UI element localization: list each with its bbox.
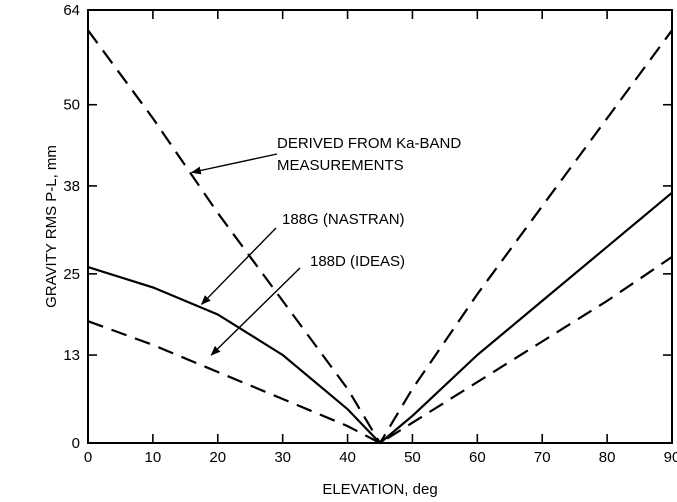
y-axis-title: GRAVITY RMS P-L, mm (43, 145, 60, 308)
annotation-label: 188G (NASTRAN) (282, 211, 405, 228)
annotation-arrow (210, 267, 301, 356)
annotation-label: 188D (IDEAS) (310, 253, 405, 270)
annotation-label: MEASUREMENTS (277, 157, 404, 174)
annotation-label: DERIVED FROM Ka-BAND (277, 135, 461, 152)
y-tick-label: 50 (63, 97, 80, 114)
y-tick-label: 0 (72, 435, 80, 452)
x-axis: 0 10 20 30 40 50 60 70 80 90 (84, 10, 677, 466)
x-tick-label: 90 (664, 449, 677, 466)
y-tick-label: 13 (63, 347, 80, 364)
x-axis-title: ELEVATION, deg (322, 481, 437, 498)
series-line-188g-nastran (87, 191, 673, 445)
annotation-layer: DERIVED FROM Ka-BAND MEASUREMENTS 188G (NA… (190, 135, 461, 356)
x-tick-label: 10 (145, 449, 162, 466)
x-tick-label: 40 (339, 449, 356, 466)
series-line-188d-ideas (87, 255, 673, 445)
y-tick-label: 25 (63, 266, 80, 283)
series-layer (87, 29, 673, 445)
y-axis: 0 13 25 38 50 64 (63, 2, 672, 452)
y-tick-label: 64 (63, 2, 80, 19)
annotation-arrow (190, 153, 278, 175)
annotation-arrow (200, 227, 277, 306)
x-tick-label: 80 (599, 449, 616, 466)
x-tick-label: 60 (469, 449, 486, 466)
x-tick-label: 20 (209, 449, 226, 466)
x-tick-label: 30 (274, 449, 291, 466)
x-tick-label: 70 (534, 449, 551, 466)
y-tick-label: 38 (63, 178, 80, 195)
x-tick-label: 0 (84, 449, 92, 466)
series-line-derived-from-ka-band-measurements (87, 29, 673, 445)
x-tick-label: 50 (404, 449, 421, 466)
